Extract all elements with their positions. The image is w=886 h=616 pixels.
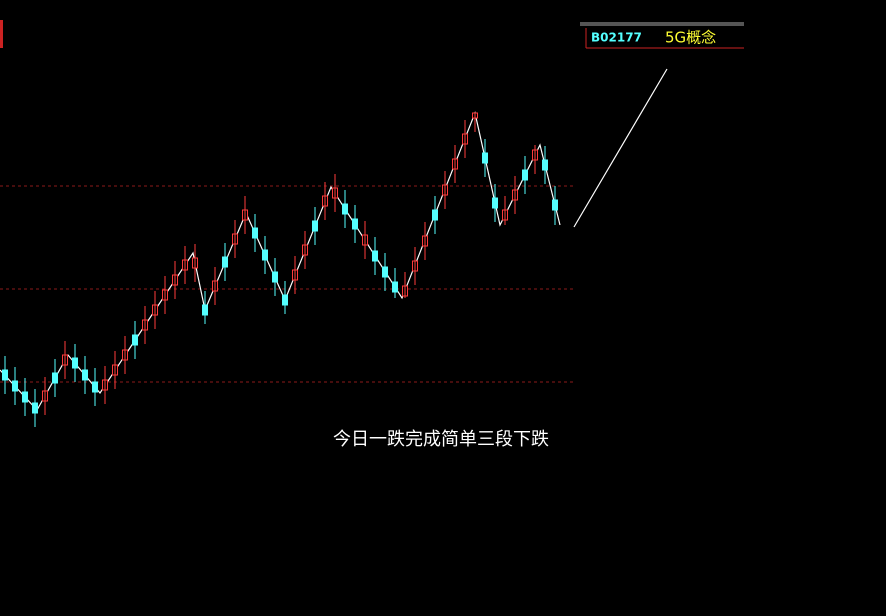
annotation: 今日一跌完成简单三段下跌: [333, 429, 549, 450]
edge-marker: [0, 20, 3, 48]
projection-line: [573, 68, 668, 228]
zigzag-line: [0, 110, 561, 412]
sector-name: 5G概念: [665, 29, 716, 47]
stock-code: B02177: [591, 31, 642, 45]
header-bar: [580, 22, 744, 26]
